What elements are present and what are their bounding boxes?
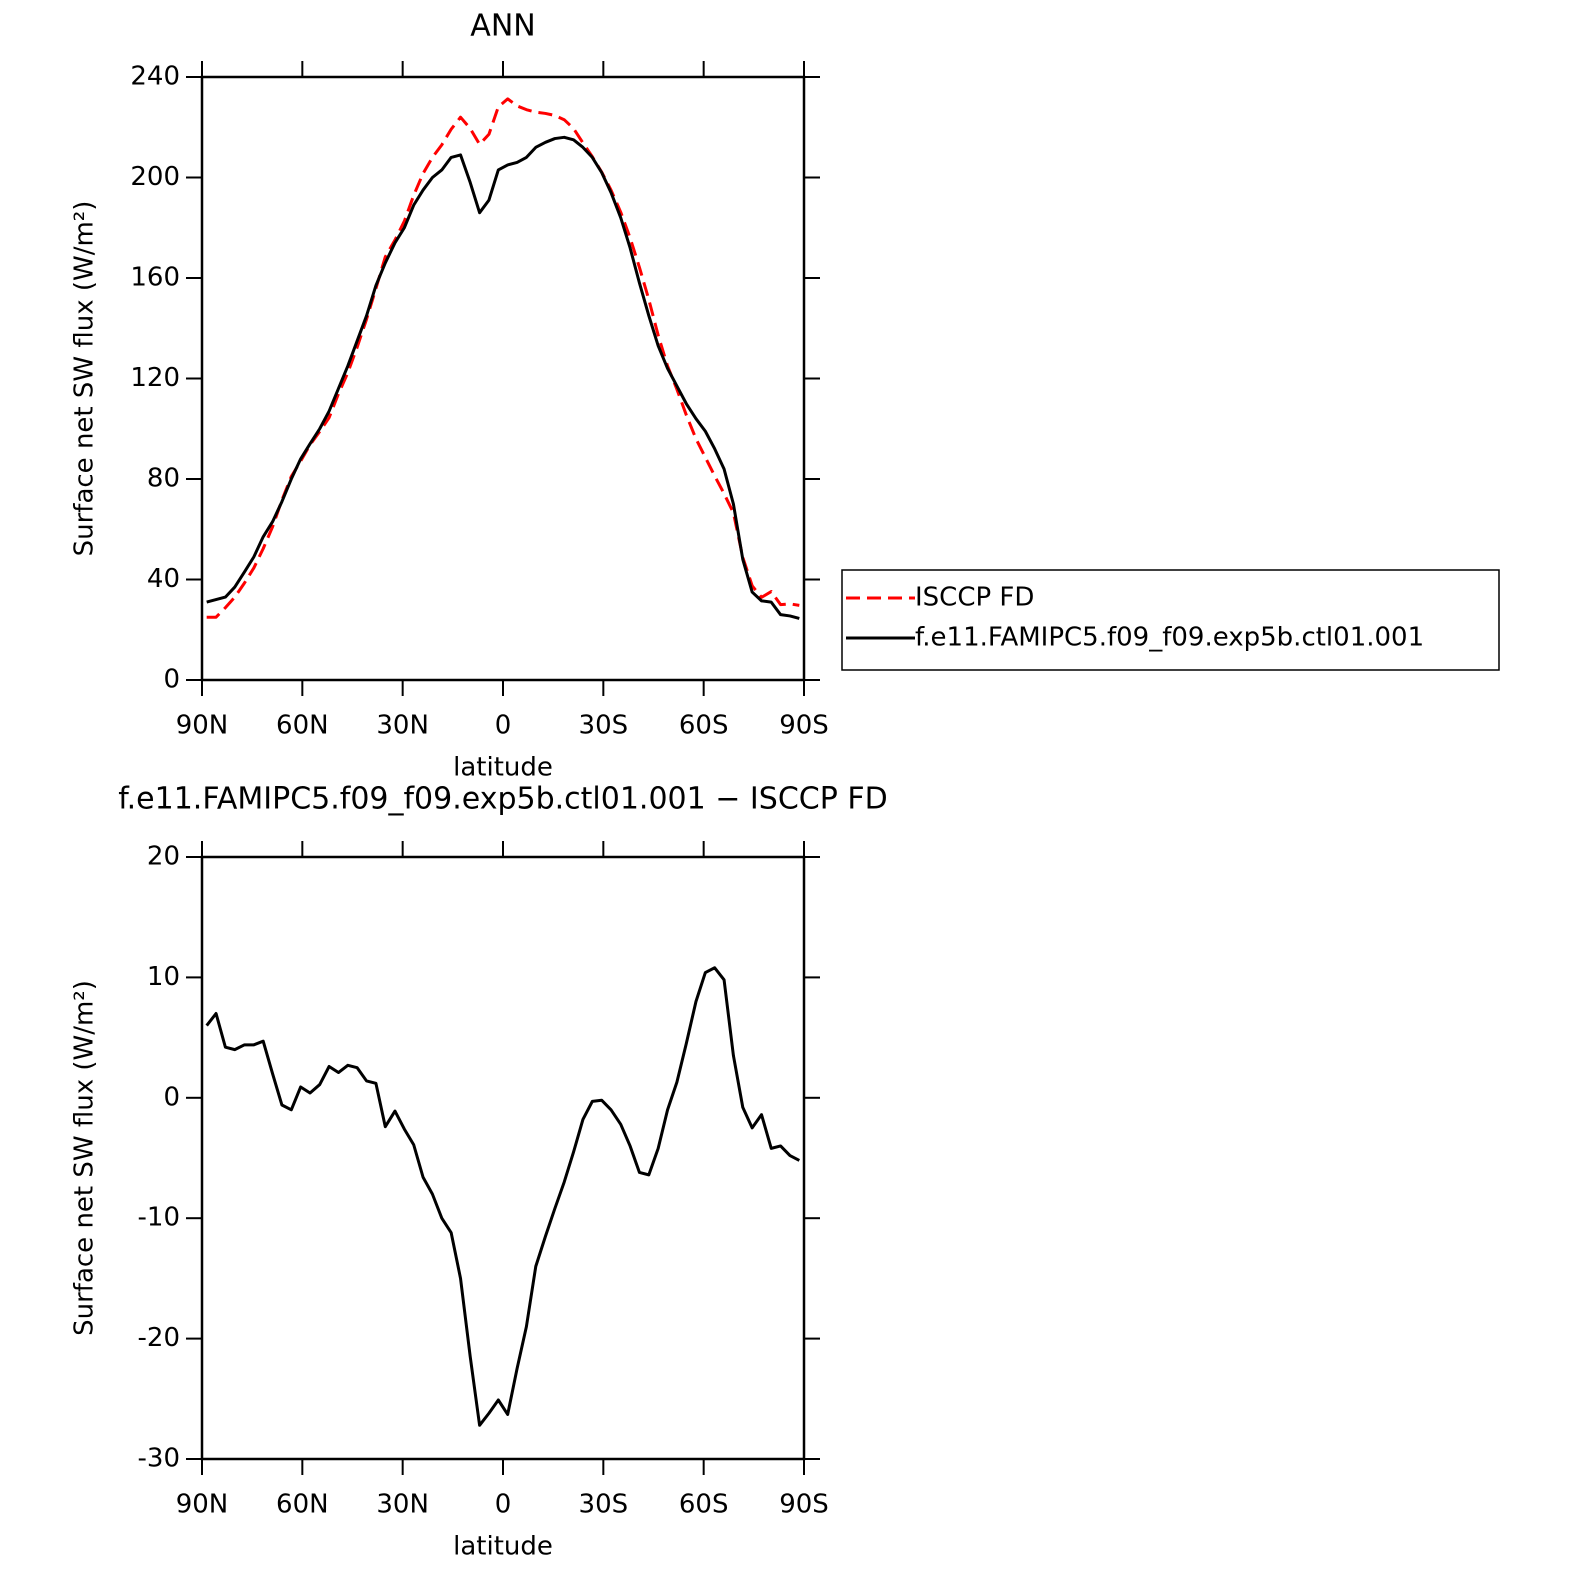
y-tick-label: 200: [130, 162, 180, 192]
y-tick-label: 80: [147, 464, 180, 494]
y-tick-label: 40: [147, 564, 180, 594]
x-tick-label: 30N: [376, 1490, 429, 1520]
legend-label: ISCCP FD: [915, 583, 1034, 613]
x-tick-label: 30N: [376, 711, 429, 741]
plot-frame: [200, 855, 806, 1461]
x-tick-label: 30S: [579, 711, 629, 741]
legend: ISCCP FD f.e11.FAMIPC5.f09_f09.exp5b.ctl0…: [841, 569, 1500, 671]
legend-box: [841, 569, 1500, 671]
x-tick-label: 60N: [276, 711, 329, 741]
y-tick-label: 160: [130, 263, 180, 293]
y-tick-label: 240: [130, 62, 180, 92]
x-axis-label: latitude: [453, 753, 553, 783]
y-tick-label: 120: [130, 363, 180, 393]
x-tick-label: 60S: [679, 711, 729, 741]
x-tick-label: 30S: [579, 1490, 629, 1520]
data-line: [206, 97, 800, 619]
x-tick-label: 0: [495, 711, 512, 741]
x-tick-label: 90N: [176, 1490, 229, 1520]
y-tick-label: -30: [138, 1444, 180, 1474]
x-tick-label: 90S: [779, 1490, 829, 1520]
y-tick-label: 10: [147, 962, 180, 992]
y-tick-label: 0: [163, 665, 180, 695]
y-tick-label: -20: [138, 1323, 180, 1353]
data-line: [206, 135, 800, 620]
x-tick-label: 60N: [276, 1490, 329, 1520]
y-tick-label: 20: [147, 842, 180, 872]
y-axis-label: Surface net SW flux (W/m²): [70, 980, 100, 1336]
y-tick-label: 0: [163, 1082, 180, 1112]
y-tick-label: -10: [138, 1203, 180, 1233]
plot-frame: [200, 75, 806, 682]
legend-label: f.e11.FAMIPC5.f09_f09.exp5b.ctl01.001: [915, 623, 1424, 653]
x-axis-label: latitude: [453, 1532, 553, 1562]
chart-title: ANN: [470, 9, 535, 44]
x-tick-label: 0: [495, 1490, 512, 1520]
chart-title: f.e11.FAMIPC5.f09_f09.exp5b.ctl01.001 − …: [118, 782, 887, 817]
x-tick-label: 90N: [176, 711, 229, 741]
data-line: [205, 966, 801, 1427]
plot: f.e11.FAMIPC5.f09_f09.exp5b.ctl01.001 − …: [70, 782, 888, 1562]
x-tick-label: 60S: [679, 1490, 729, 1520]
x-tick-label: 90S: [779, 711, 829, 741]
y-axis-label: Surface net SW flux (W/m²): [70, 201, 100, 557]
plot: ANN 0 40 80 120 160 200 240 90N 60N 30N 0 30S 60S 90S l…: [70, 9, 829, 783]
